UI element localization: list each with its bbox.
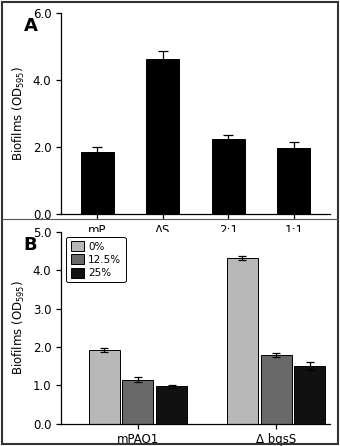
Bar	[122, 380, 153, 424]
Bar	[260, 355, 292, 424]
Text: B: B	[23, 236, 37, 254]
Bar	[227, 258, 258, 424]
Bar	[81, 152, 114, 214]
Bar	[156, 387, 187, 424]
Legend: 0%, 12.5%, 25%: 0%, 12.5%, 25%	[66, 237, 125, 282]
Bar	[277, 148, 310, 214]
Text: A: A	[23, 17, 37, 35]
Y-axis label: Biofilms (OD$_{595}$): Biofilms (OD$_{595}$)	[11, 66, 27, 161]
Y-axis label: Biofilms (OD$_{595}$): Biofilms (OD$_{595}$)	[11, 281, 27, 375]
Bar	[294, 366, 325, 424]
Bar	[212, 139, 245, 214]
Bar	[146, 58, 179, 214]
Bar	[89, 350, 120, 424]
